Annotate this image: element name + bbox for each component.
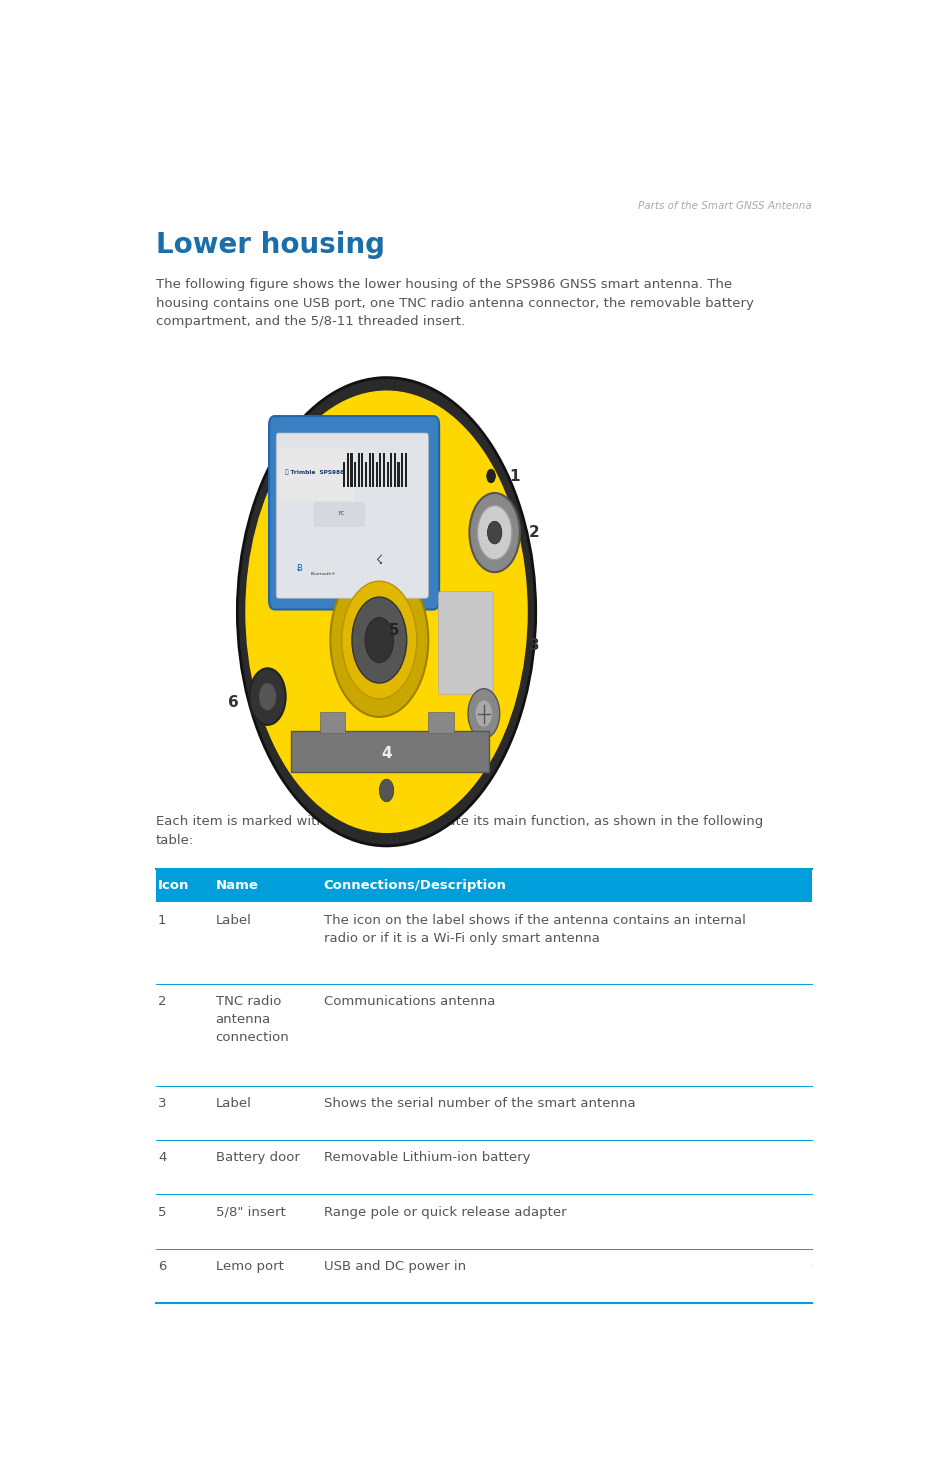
Text: USB and DC power in: USB and DC power in [324, 1260, 466, 1274]
Text: Bluetooth®: Bluetooth® [311, 573, 337, 576]
Bar [372, 454, 374, 488]
Bar [156, 868, 812, 902]
Bar [156, 1249, 812, 1303]
Circle shape [477, 505, 512, 560]
Bar [397, 463, 400, 488]
FancyBboxPatch shape [276, 433, 429, 598]
Text: 5: 5 [389, 623, 399, 639]
Text: 3: 3 [528, 638, 539, 654]
Circle shape [342, 582, 417, 699]
Bar [368, 454, 371, 488]
Bar [358, 454, 360, 488]
Bar [354, 463, 356, 488]
Text: Range pole or quick release adapter: Range pole or quick release adapter [324, 1206, 566, 1219]
Circle shape [237, 378, 536, 846]
Text: The icon on the label shows if the antenna contains an internal
radio or if it i: The icon on the label shows if the anten… [324, 914, 746, 945]
Text: 1: 1 [509, 469, 520, 483]
Text: Each item is marked with a number to indicate its main function, as shown in the: Each item is marked with a number to ind… [156, 815, 764, 846]
FancyBboxPatch shape [269, 416, 439, 610]
Text: SPS986 GNSS Smart Antenna Getting Started Guide   |  16: SPS986 GNSS Smart Antenna Getting Starte… [466, 1275, 812, 1288]
Text: TNC radio
antenna
connection: TNC radio antenna connection [216, 995, 289, 1044]
Bar [428, 712, 454, 733]
Bar [383, 454, 385, 488]
Circle shape [486, 469, 496, 483]
Circle shape [259, 683, 276, 710]
Bar [347, 454, 349, 488]
Text: Ƀ: Ƀ [297, 564, 303, 573]
Text: Removable Lithium-ion battery: Removable Lithium-ion battery [324, 1152, 530, 1165]
Circle shape [246, 391, 527, 833]
Text: FC: FC [339, 511, 344, 517]
Circle shape [468, 689, 499, 739]
Text: 2: 2 [158, 995, 166, 1008]
Bar [405, 454, 406, 488]
Text: 4: 4 [158, 1152, 166, 1165]
Bar [156, 1194, 812, 1249]
Text: Shows the serial number of the smart antenna: Shows the serial number of the smart ant… [324, 1097, 635, 1111]
Bar [343, 463, 345, 488]
Bar [314, 502, 365, 527]
FancyBboxPatch shape [279, 450, 354, 501]
Text: Connections/Description: Connections/Description [324, 878, 507, 892]
Bar [156, 1140, 812, 1194]
Circle shape [249, 668, 286, 724]
Circle shape [330, 563, 429, 717]
Text: Parts of the Smart GNSS Antenna: Parts of the Smart GNSS Antenna [638, 201, 812, 210]
Bar [387, 463, 389, 488]
Text: Name: Name [216, 878, 259, 892]
Text: 1: 1 [158, 914, 166, 927]
Bar [391, 454, 392, 488]
Bar [376, 463, 378, 488]
Circle shape [365, 617, 393, 663]
Text: Ⓣ Trimble  SPS986: Ⓣ Trimble SPS986 [285, 470, 344, 476]
Circle shape [352, 596, 406, 683]
FancyBboxPatch shape [438, 592, 493, 695]
Text: Lower housing: Lower housing [156, 231, 385, 259]
FancyBboxPatch shape [291, 730, 489, 773]
Text: 6: 6 [228, 695, 239, 710]
Bar [156, 902, 812, 984]
Circle shape [475, 701, 493, 727]
Circle shape [470, 494, 520, 571]
Text: 3: 3 [158, 1097, 166, 1111]
Text: 2: 2 [528, 524, 539, 541]
Ellipse shape [352, 378, 414, 427]
Text: ☇: ☇ [376, 554, 383, 567]
Bar [156, 984, 812, 1086]
Text: Label: Label [216, 1097, 252, 1111]
Text: 6: 6 [158, 1260, 166, 1274]
Text: Lemo port: Lemo port [216, 1260, 284, 1274]
Text: Label: Label [216, 914, 252, 927]
Bar [365, 463, 367, 488]
Bar [351, 454, 352, 488]
Text: Battery door: Battery door [216, 1152, 299, 1165]
Text: Icon: Icon [158, 878, 190, 892]
Bar [401, 454, 403, 488]
Text: 5/8" insert: 5/8" insert [216, 1206, 286, 1219]
Bar [156, 1086, 812, 1140]
Bar [379, 454, 381, 488]
Circle shape [487, 521, 502, 544]
Text: Communications antenna: Communications antenna [324, 995, 495, 1008]
Text: 5: 5 [158, 1206, 166, 1219]
Text: 4: 4 [381, 746, 392, 761]
Circle shape [379, 779, 393, 802]
Bar [361, 454, 364, 488]
Bar [393, 454, 396, 488]
Text: The following figure shows the lower housing of the SPS986 GNSS smart antenna. T: The following figure shows the lower hou… [156, 278, 754, 328]
Bar [320, 712, 345, 733]
